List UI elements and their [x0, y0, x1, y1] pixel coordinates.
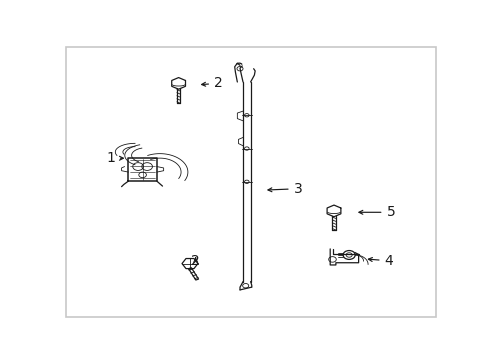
Text: 4: 4	[367, 254, 392, 268]
Text: 1: 1	[106, 151, 123, 165]
Text: 3: 3	[267, 182, 302, 196]
Text: 2: 2	[191, 254, 200, 268]
Text: 5: 5	[358, 205, 394, 219]
Text: 2: 2	[201, 76, 223, 90]
